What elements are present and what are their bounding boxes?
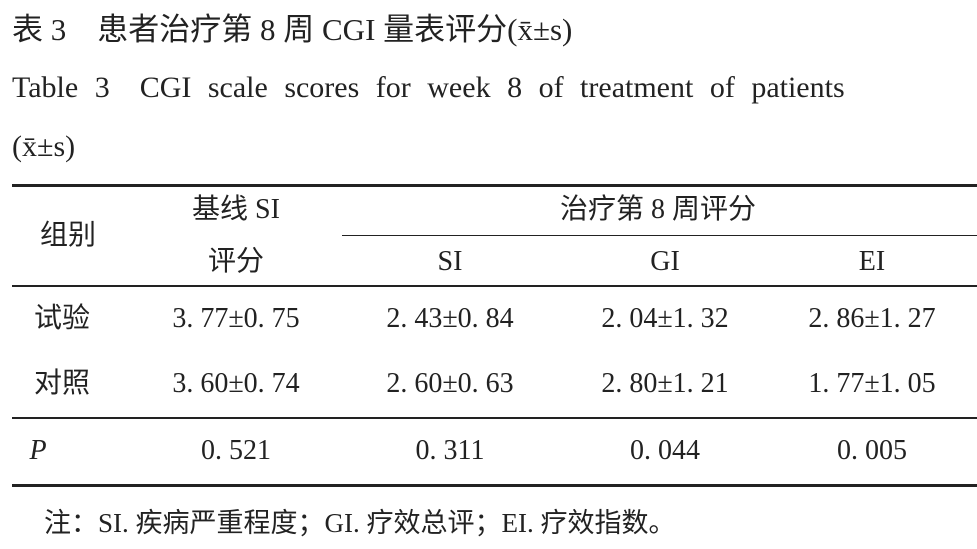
cell: 0. 005 — [837, 435, 907, 466]
row-label: 试验 — [33, 303, 91, 334]
note: 注：SI. 疾病严重程度；GI. 疗效总评；EI. 疗效指数。 — [44, 508, 676, 538]
header-baseline: 基线 SI — [192, 194, 280, 225]
title-en: Table 3 CGI scale scores for week 8 of t… — [12, 71, 845, 104]
cell: 1. 77±1. 05 — [808, 368, 936, 399]
cell: 2. 60±0. 63 — [386, 368, 514, 399]
header-sub: EI — [858, 246, 886, 277]
cell: 0. 044 — [630, 435, 700, 466]
header-sub: GI — [650, 246, 680, 277]
row-label: P — [29, 435, 47, 466]
top-rule — [12, 184, 977, 187]
cell: 0. 521 — [201, 435, 271, 466]
bottom-rule — [12, 484, 977, 487]
cell: 2. 80±1. 21 — [601, 368, 729, 399]
row-label: 对照 — [33, 368, 91, 399]
header-group: 组别 — [39, 220, 97, 251]
title-cn: 表 3 患者治疗第 8 周 CGI 量表评分(x̄±s) — [12, 12, 573, 47]
cell: 3. 77±0. 75 — [172, 303, 300, 334]
cell: 2. 43±0. 84 — [386, 303, 514, 334]
cell: 2. 86±1. 27 — [808, 303, 936, 334]
header-sub: SI — [437, 246, 463, 277]
cell: 3. 60±0. 74 — [172, 368, 300, 399]
span-rule — [342, 235, 977, 236]
cell: 0. 311 — [415, 435, 485, 466]
cell: 2. 04±1. 32 — [601, 303, 729, 334]
header-rule — [12, 285, 977, 287]
header-week8: 治疗第 8 周评分 — [559, 194, 757, 225]
header-baseline: 评分 — [207, 246, 265, 277]
p-rule — [12, 417, 977, 419]
title-en-stat: (x̄±s) — [12, 130, 76, 163]
